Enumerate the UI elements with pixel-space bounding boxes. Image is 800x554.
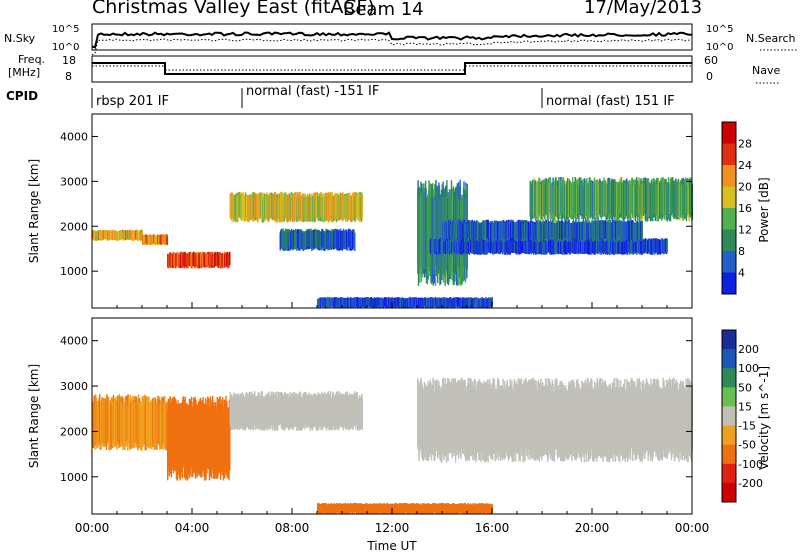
y-tick-label-velocity-2: 3000 — [60, 380, 88, 393]
velocity-colorbar-swatch-8 — [722, 482, 736, 503]
velocity-colorbar-tick-5: -50 — [738, 439, 756, 452]
velocity-colorbar-swatch-1 — [722, 349, 736, 369]
velocity-colorbar-swatch-7 — [722, 463, 736, 484]
data-mark-power-1 — [166, 236, 168, 246]
power-colorbar-swatch-6 — [722, 251, 736, 273]
velocity-colorbar-tick-3: 15 — [738, 400, 752, 413]
velocity-colorbar-tick-1: 100 — [738, 362, 759, 375]
velocity-colorbar-tick-0: 200 — [738, 343, 759, 356]
x-tick-label-6: 00:00 — [675, 521, 710, 535]
velocity-colorbar-swatch-4 — [722, 406, 736, 426]
cpid-segment-2: normal (fast) 151 IF — [546, 94, 675, 109]
data-mark-power-7 — [641, 221, 643, 240]
nsky-strip-frame — [91, 23, 693, 51]
velocity-colorbar-swatch-5 — [722, 425, 736, 446]
x-tick-label-4: 16:00 — [475, 521, 510, 535]
velocity-colorbar-tick-2: 50 — [738, 381, 752, 394]
power-colorbar-swatch-0 — [722, 122, 736, 144]
velocity-colorbar: 200 100 50 15 -15 -50 -100 -200 — [721, 329, 763, 503]
x-tick-label-3: 12:00 — [375, 521, 410, 535]
freq-label-1: Freq. — [18, 53, 45, 66]
data-mark-power-3 — [361, 194, 363, 220]
freq-tick-bottom: 8 — [65, 70, 72, 83]
beam-label: Beam 14 — [343, 0, 424, 20]
date-label: 17/May/2013 — [584, 0, 702, 18]
data-mark-power-6 — [666, 238, 668, 252]
freq-strip-frame — [91, 55, 693, 83]
x-axis-label: Time UT — [366, 539, 417, 553]
power-colorbar-tick-0: 28 — [738, 138, 752, 151]
y-tick-label-power-1: 2000 — [60, 220, 88, 233]
y-tick-label-power-0: 1000 — [60, 265, 88, 278]
velocity-colorbar-frame — [721, 329, 737, 503]
y-tick-label-velocity-3: 4000 — [60, 335, 88, 348]
velocity-colorbar-swatch-2 — [722, 368, 736, 388]
nsky-label: N.Sky — [4, 32, 36, 45]
nsky-tick-top: 10^5 — [52, 24, 79, 35]
freq-series-line — [92, 62, 692, 75]
power-panel: 1000 2000 3000 4000 — [60, 130, 693, 309]
nsearch-label: N.Search — [746, 32, 796, 45]
power-colorbar-swatch-7 — [722, 272, 736, 295]
nave-series-line — [92, 65, 692, 71]
x-tick-label-5: 20:00 — [575, 521, 610, 535]
x-axis: 00:00 04:00 08:00 12:00 16:00 20:00 00:00 — [75, 521, 710, 535]
power-panel-frame — [91, 113, 693, 309]
power-ylabel: Slant Range [km] — [27, 159, 41, 263]
nave-label: Nave — [752, 64, 780, 77]
velocity-colorbar-tick-6: -100 — [738, 458, 763, 471]
velocity-colorbar-swatch-3 — [722, 387, 736, 407]
power-colorbar-label: Power [dB] — [757, 177, 771, 242]
power-colorbar-swatch-5 — [722, 229, 736, 252]
power-colorbar-tick-2: 20 — [738, 181, 752, 194]
power-colorbar-tick-1: 24 — [738, 159, 752, 172]
power-colorbar: 28 24 20 16 12 8 4 — [721, 121, 752, 295]
velocity-colorbar-label: Velocity [m s^-1] — [757, 366, 771, 470]
nsearch-series-line — [91, 38, 693, 56]
nsearch-tick-bottom: 10^0 — [706, 42, 733, 53]
velocity-ylabel: Slant Range [km] — [27, 364, 41, 468]
power-colorbar-swatch-1 — [722, 143, 736, 166]
x-tick-label-1: 04:00 — [175, 521, 210, 535]
freq-label-2: [MHz] — [8, 66, 40, 79]
cpid-segment-0: rbsp 201 IF — [96, 94, 169, 109]
y-tick-label-power-3: 4000 — [60, 130, 88, 143]
velocity-colorbar-tick-4: -15 — [738, 420, 756, 433]
nave-tick-top: 60 — [704, 54, 718, 67]
velocity-panel-frame — [91, 317, 693, 515]
velocity-panel: 1000 2000 3000 4000 — [60, 335, 693, 515]
x-tick-label-2: 08:00 — [275, 521, 310, 535]
data-mark-power-2 — [229, 251, 231, 266]
nsky-tick-bottom: 10^0 — [52, 42, 79, 53]
nsky-series-line — [91, 31, 693, 49]
data-mark-power-9 — [491, 297, 493, 306]
data-mark-velocity-1 — [229, 402, 231, 471]
y-tick-label-power-2: 3000 — [60, 175, 88, 188]
data-mark-velocity-2 — [361, 398, 363, 430]
power-colorbar-tick-3: 16 — [738, 202, 752, 215]
cpid-label: CPID — [6, 89, 38, 103]
velocity-colorbar-tick-7: -200 — [738, 477, 763, 490]
data-mark-power-0 — [141, 229, 143, 239]
power-colorbar-swatch-4 — [722, 208, 736, 230]
power-colorbar-swatch-3 — [722, 186, 736, 209]
cpid-segment-1: normal (fast) -151 IF — [246, 84, 379, 99]
power-colorbar-tick-5: 8 — [738, 245, 745, 258]
nsearch-tick-top: 10^5 — [706, 24, 733, 35]
nave-tick-bottom: 0 — [706, 70, 713, 83]
power-colorbar-tick-4: 12 — [738, 224, 752, 237]
power-colorbar-tick-6: 4 — [738, 267, 745, 280]
x-tick-label-0: 00:00 — [75, 521, 110, 535]
velocity-colorbar-swatch-6 — [722, 444, 736, 465]
freq-tick-top: 18 — [62, 54, 76, 67]
velocity-colorbar-swatch-0 — [722, 330, 736, 350]
station-title: Christmas Valley East (fitACF) — [92, 0, 375, 18]
y-tick-label-velocity-0: 1000 — [60, 471, 88, 484]
y-tick-label-velocity-1: 2000 — [60, 425, 88, 438]
power-colorbar-frame — [721, 121, 737, 295]
data-mark-power-4 — [354, 232, 356, 251]
power-colorbar-swatch-2 — [722, 165, 736, 187]
